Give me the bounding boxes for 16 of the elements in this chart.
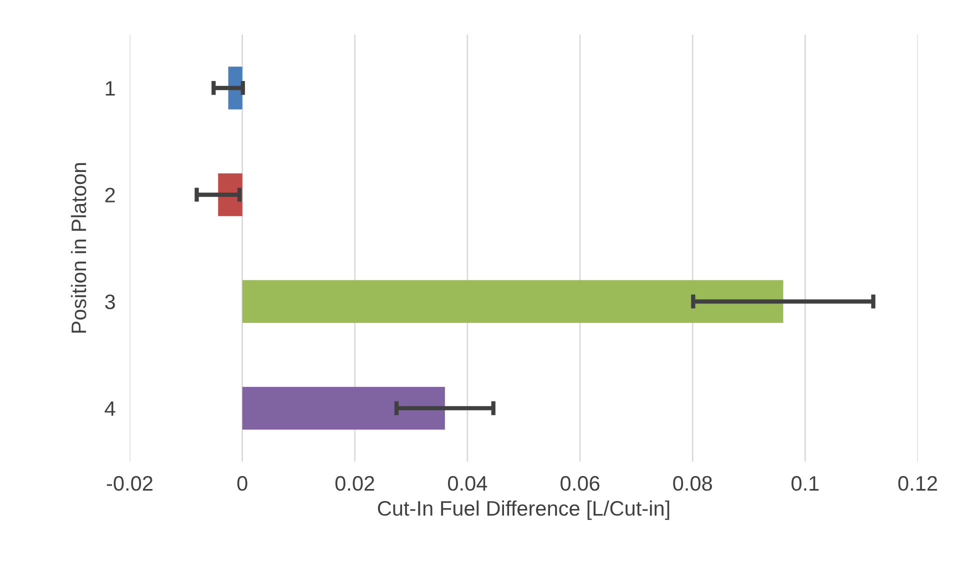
y-tick-label: 2 [105, 188, 115, 202]
x-axis-title: Cut-In Fuel Difference [L/Cut-in] [378, 500, 670, 520]
x-tick-label: 0.06 [560, 476, 600, 491]
x-tick-label: 0.12 [898, 476, 937, 491]
x-tick-label: 0 [237, 476, 248, 491]
y-tick-label: 4 [104, 401, 116, 416]
y-tick-label: 1 [106, 81, 115, 96]
bar [242, 280, 784, 323]
x-tick-label: 0.1 [792, 476, 819, 491]
x-tick-label: 0.04 [448, 476, 488, 491]
y-tick-label: 3 [105, 294, 115, 310]
y-axis-title: Position in Platoon [70, 163, 86, 333]
x-tick-label: 0.08 [673, 476, 712, 491]
x-tick-label: -0.02 [106, 476, 152, 491]
x-tick-label: 0.02 [335, 476, 374, 491]
bar [242, 386, 445, 430]
